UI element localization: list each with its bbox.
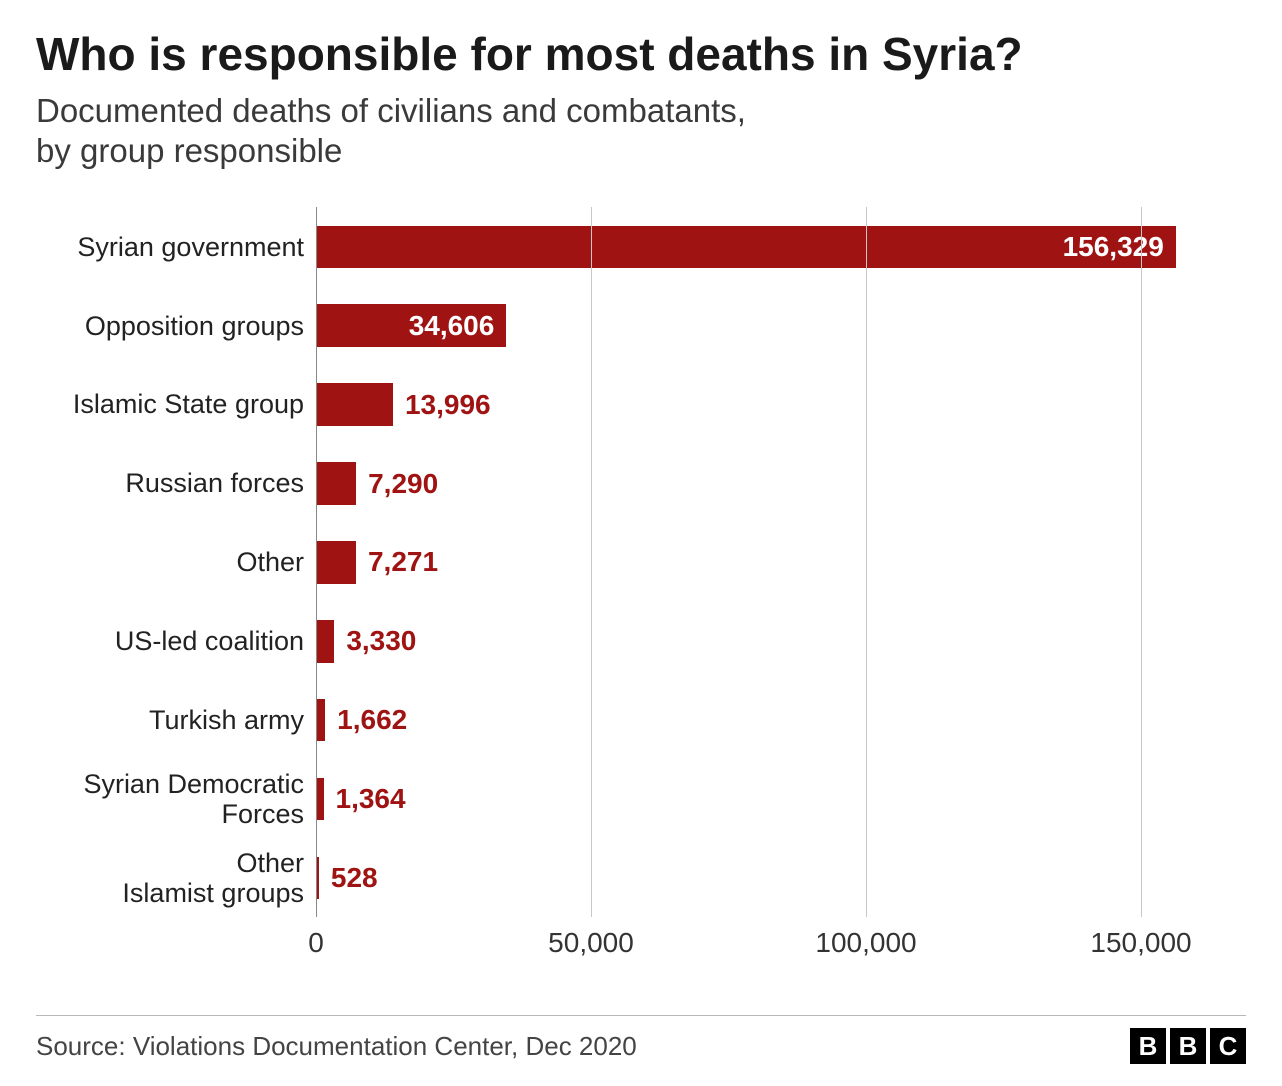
- bar-row: Turkish army1,662: [316, 681, 1196, 760]
- bar: 34,606: [316, 304, 506, 347]
- x-gridline: [1141, 207, 1142, 917]
- category-label: Turkish army: [36, 705, 316, 735]
- bar-row: Other7,271: [316, 523, 1196, 602]
- bar-row: Other Islamist groups528: [316, 839, 1196, 918]
- x-tick-label: 50,000: [548, 917, 634, 959]
- value-label: 3,330: [334, 625, 428, 657]
- value-label: 1,364: [324, 783, 418, 815]
- bar: [316, 699, 325, 742]
- bar-row: Islamic State group13,996: [316, 365, 1196, 444]
- category-label: Opposition groups: [36, 311, 316, 341]
- x-gridline: [591, 207, 592, 917]
- value-label: 13,996: [393, 389, 503, 421]
- bar: [316, 778, 324, 821]
- category-label: Other Islamist groups: [36, 848, 316, 908]
- bar-row: US-led coalition3,330: [316, 602, 1196, 681]
- x-gridline: [316, 207, 317, 917]
- category-label: US-led coalition: [36, 626, 316, 656]
- x-gridline: [866, 207, 867, 917]
- category-label: Russian forces: [36, 468, 316, 498]
- x-tick-label: 100,000: [815, 917, 916, 959]
- bar-row: Syrian government156,329: [316, 207, 1196, 286]
- chart-subtitle: Documented deaths of civilians and comba…: [36, 91, 1246, 172]
- value-label: 528: [319, 862, 390, 894]
- chart-title: Who is responsible for most deaths in Sy…: [36, 28, 1246, 81]
- bar: [316, 383, 393, 426]
- bar: [316, 462, 356, 505]
- plot-area: Syrian government156,329Opposition group…: [316, 207, 1196, 917]
- chart-container: Syrian government156,329Opposition group…: [36, 207, 1246, 967]
- bar: 156,329: [316, 226, 1176, 269]
- bbc-logo-letter: C: [1210, 1028, 1246, 1064]
- x-tick-label: 150,000: [1090, 917, 1191, 959]
- bar-rows: Syrian government156,329Opposition group…: [316, 207, 1196, 917]
- bar-row: Russian forces7,290: [316, 444, 1196, 523]
- category-label: Syrian government: [36, 232, 316, 262]
- value-label: 1,662: [325, 704, 419, 736]
- chart-footer: Source: Violations Documentation Center,…: [36, 1015, 1246, 1064]
- value-label: 7,290: [356, 468, 450, 500]
- category-label: Other: [36, 547, 316, 577]
- bar: [316, 541, 356, 584]
- value-label: 34,606: [397, 310, 507, 342]
- value-label: 7,271: [356, 546, 450, 578]
- bar-row: Syrian Democratic Forces1,364: [316, 760, 1196, 839]
- source-attribution: Source: Violations Documentation Center,…: [36, 1031, 637, 1062]
- value-label: 156,329: [1051, 231, 1176, 263]
- bbc-logo-letter: B: [1130, 1028, 1166, 1064]
- bar-row: Opposition groups34,606: [316, 286, 1196, 365]
- x-tick-label: 0: [308, 917, 324, 959]
- bbc-logo: B B C: [1130, 1028, 1246, 1064]
- bar: [316, 620, 334, 663]
- category-label: Syrian Democratic Forces: [36, 769, 316, 829]
- category-label: Islamic State group: [36, 389, 316, 419]
- bbc-logo-letter: B: [1170, 1028, 1206, 1064]
